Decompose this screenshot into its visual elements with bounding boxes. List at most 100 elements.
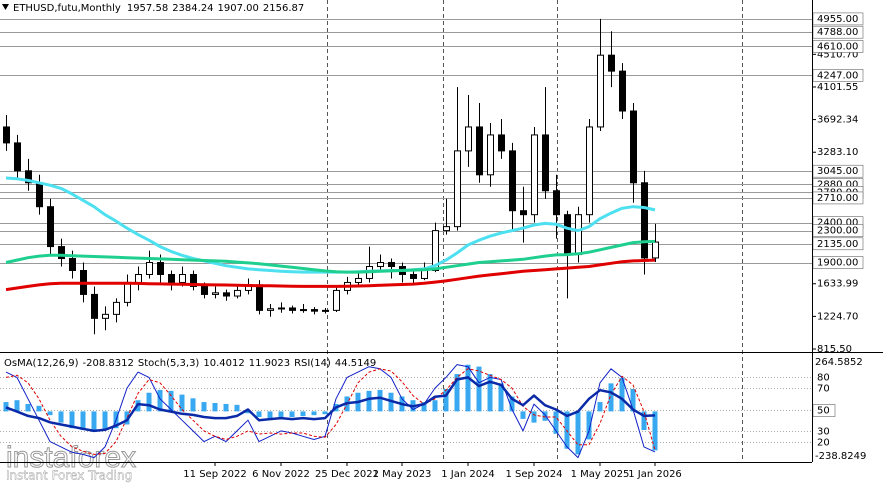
ohlc-value: 2384.24 <box>172 3 213 14</box>
osma-bar <box>619 377 625 412</box>
oscillator-line <box>5 376 656 433</box>
candle-body <box>201 285 208 295</box>
x-tick-label: 1 Jan 2024 <box>441 469 495 480</box>
osma-bar <box>267 411 273 418</box>
y-tick-label: 3283.10 <box>817 147 858 158</box>
candle-body <box>432 230 439 271</box>
osma-limit-label: -238.8249 <box>815 451 866 462</box>
candle-body <box>454 150 461 228</box>
candle-body <box>278 307 285 310</box>
x-tick-label: 1 Sep 2024 <box>505 469 562 480</box>
candle-body <box>520 210 527 216</box>
candle-body <box>586 126 593 216</box>
osma-bar <box>542 411 548 421</box>
osma-bar <box>124 411 130 425</box>
candle-body <box>443 226 450 232</box>
candle-body <box>135 273 142 283</box>
candle-body <box>630 110 637 184</box>
level-label: 1900.00 <box>817 258 858 269</box>
candle-body <box>575 214 582 256</box>
chart-header: ETHUSD,futu,Monthly 1957.58 2384.24 1907.00… <box>13 3 304 14</box>
candle-body <box>223 292 230 297</box>
osma-bar <box>14 400 20 412</box>
candle-body <box>69 258 76 271</box>
osma-bar <box>234 404 240 412</box>
oscillator-line <box>5 364 656 459</box>
ohlc-value: 1957.58 <box>127 3 168 14</box>
candle-body <box>377 262 384 268</box>
indicator-header-item: 44.5149 <box>335 358 376 369</box>
osma-bar <box>157 389 163 412</box>
y-tick-label: 1224.70 <box>817 311 858 322</box>
candle-body <box>619 70 626 112</box>
osma-bar <box>223 403 229 412</box>
candle-body <box>641 182 648 259</box>
candle-body <box>410 273 417 279</box>
osma-bar <box>311 411 317 416</box>
moving-average <box>5 258 656 292</box>
candle-body <box>355 277 362 283</box>
y-tick-label: 1633.99 <box>817 279 858 290</box>
osma-bar <box>80 411 86 431</box>
candle-body <box>179 273 186 283</box>
x-tick-label: 11 Sep 2022 <box>183 469 246 480</box>
osma-bar <box>69 411 75 429</box>
osma-bar <box>465 364 471 412</box>
oscillator-line <box>5 368 656 455</box>
osma-bar <box>553 411 559 434</box>
osma-bar <box>58 411 64 423</box>
indicator-header: OsMA(12,26,9) -208.8312 Stoch(5,3,3) 10.401… <box>4 358 376 369</box>
x-tick-label: 1 May 2023 <box>373 469 432 480</box>
level-label: 2400.00 <box>817 218 858 229</box>
osma-bar <box>3 402 9 412</box>
osma-bar <box>498 383 504 412</box>
level-label: 4610.00 <box>817 41 858 52</box>
osma-bar <box>509 396 515 412</box>
osma-limit-label: 264.5852 <box>815 357 863 368</box>
oscillator-tick-label: 20 <box>817 438 830 449</box>
candle-body <box>91 293 98 319</box>
candle-body <box>25 170 32 184</box>
candle-body <box>47 206 54 248</box>
osma-bar <box>641 411 647 431</box>
header-arrow <box>2 4 9 10</box>
level-label: 3045.00 <box>817 166 858 177</box>
candle-body <box>333 289 340 311</box>
candle-body <box>553 190 560 216</box>
level-label: 4955.00 <box>817 14 858 25</box>
candle-body <box>322 309 329 312</box>
candle-body <box>498 134 505 152</box>
osma-bar <box>366 390 372 412</box>
x-tick-label: 6 Nov 2022 <box>252 469 310 480</box>
candle-body <box>124 281 131 303</box>
candle-body <box>388 262 395 268</box>
indicator-header-item: RSI(14) <box>294 358 331 369</box>
candle-body <box>421 269 428 279</box>
osma-bar <box>652 411 658 451</box>
osma-bar <box>608 383 614 412</box>
plot-layer: 815.50 1224.70 1633.99 3283.10 3692.34 4101.5… <box>0 3 866 483</box>
indicator-header-item: Stoch(5,3,3) <box>138 358 200 369</box>
candle-body <box>465 126 472 152</box>
osma-bar <box>212 403 218 412</box>
osma-bar <box>520 411 526 419</box>
x-tick-label: 1 May 2025 <box>571 469 630 480</box>
osma-bar <box>47 411 53 416</box>
candle-body <box>564 214 571 256</box>
candle-body <box>234 289 241 297</box>
candle-body <box>157 262 164 275</box>
candle-body <box>14 142 21 172</box>
y-tick-label: 815.50 <box>817 344 852 355</box>
osma-bar <box>289 411 295 418</box>
candle-body <box>267 308 274 311</box>
osma-bar <box>168 390 174 412</box>
oscillator-tick-label: 70 <box>817 384 830 395</box>
candle-body <box>509 150 516 212</box>
candle-body <box>36 182 43 208</box>
osma-bar <box>575 411 581 455</box>
osma-bar <box>278 411 284 418</box>
osma-bar <box>421 402 427 412</box>
candle-body <box>289 307 296 311</box>
x-tick-label: 1 Jan 2026 <box>628 469 682 480</box>
